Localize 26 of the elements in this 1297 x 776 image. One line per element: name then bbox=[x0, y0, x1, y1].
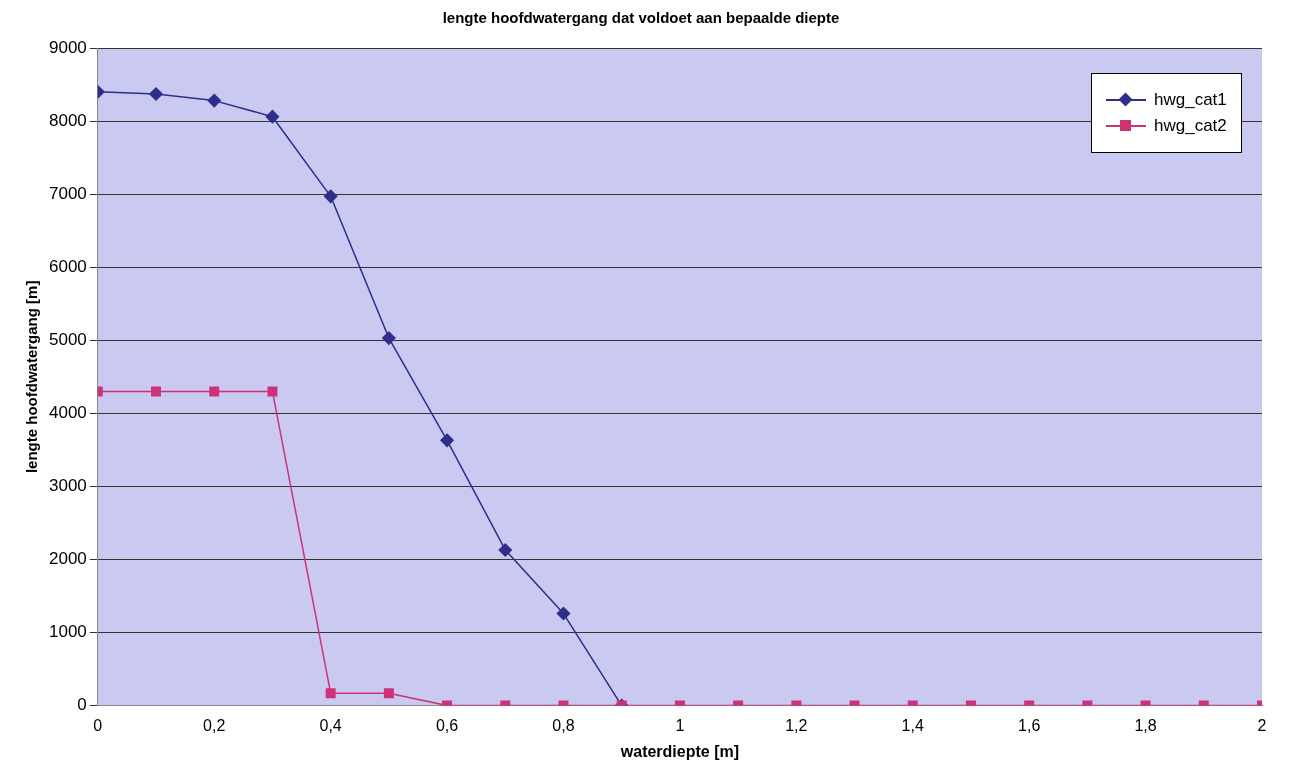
y-tick-label: 9000 bbox=[48, 37, 87, 57]
y-tick-label: 6000 bbox=[48, 256, 87, 276]
x-tick-label: 0,4 bbox=[319, 716, 342, 734]
y-tick-label: 5000 bbox=[48, 329, 87, 349]
chart-title: lengte hoofdwatergang dat voldoet aan bepaalde diepte bbox=[442, 9, 840, 27]
x-tick-label: 1,6 bbox=[1018, 716, 1041, 734]
x-tick-label: 0,2 bbox=[203, 716, 226, 734]
x-tick-label: 1,2 bbox=[785, 716, 808, 734]
y-tick-label: 3000 bbox=[48, 476, 87, 496]
legend-label: hwg_cat2 bbox=[1154, 116, 1227, 136]
x-tick-label: 2 bbox=[1257, 716, 1267, 734]
y-tick-label: 2000 bbox=[48, 549, 87, 569]
x-tick-label: 1 bbox=[675, 716, 685, 734]
x-tick-label: 0,8 bbox=[552, 716, 575, 734]
y-tick-label: 7000 bbox=[48, 183, 87, 203]
y-tick-label: 0 bbox=[77, 695, 87, 715]
x-tick-label: 1,8 bbox=[1134, 716, 1157, 734]
x-axis-title: waterdiepte [m] bbox=[619, 742, 740, 760]
y-axis-title: lengte hoofdwatergang [m] bbox=[23, 280, 41, 474]
y-tick-label: 4000 bbox=[48, 403, 87, 423]
y-tick-label: 1000 bbox=[48, 622, 87, 642]
x-tick-label: 0,6 bbox=[435, 716, 459, 734]
x-tick-label: 1,4 bbox=[901, 716, 924, 734]
legend-label: hwg_cat1 bbox=[1154, 90, 1227, 110]
y-tick-label: 8000 bbox=[48, 110, 87, 130]
x-tick-label: 0 bbox=[93, 716, 103, 734]
